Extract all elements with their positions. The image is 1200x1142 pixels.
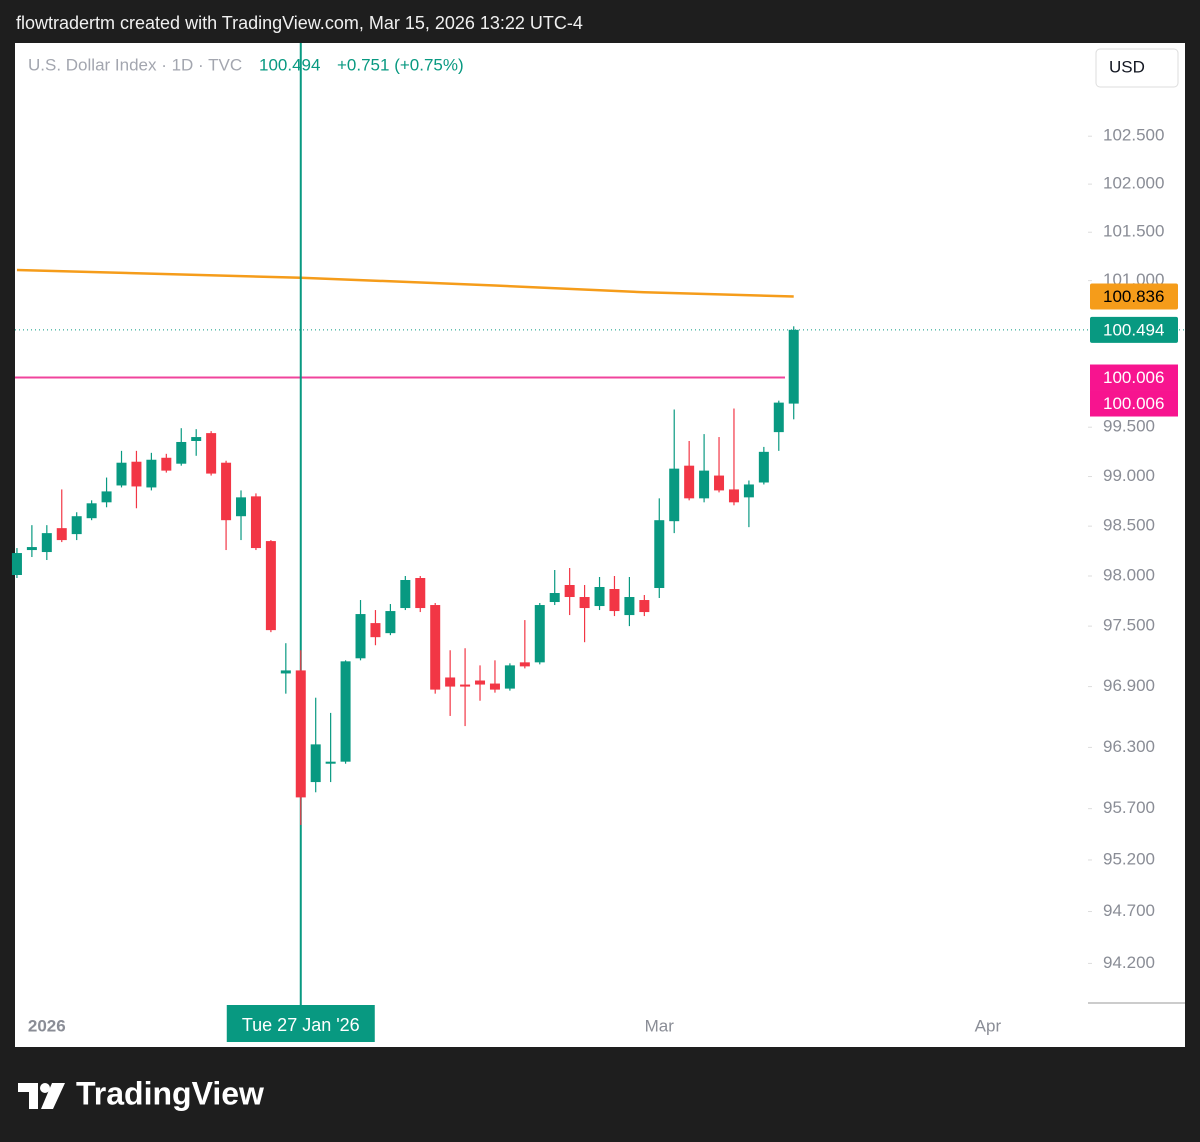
candle-body [460,684,471,687]
currency-button[interactable] [1095,48,1179,88]
candle-body [639,600,650,613]
ma-price-tag-bg [1090,283,1178,310]
candle-body [669,468,680,522]
y-tick-label: 101.500 [1103,222,1164,241]
attribution: flowtradertm created with TradingView.co… [16,13,583,33]
y-tick-label: 96.300 [1103,737,1155,756]
candle-body [41,533,52,553]
brand: TradingView [76,1075,264,1111]
candle-body [280,670,291,674]
last-price-tag: 100.494 [1103,320,1164,339]
level-tag-bg [1090,390,1178,417]
candle-body [206,433,217,474]
y-tick-label: 94.200 [1103,953,1155,972]
candle-body [191,437,202,441]
logo-dot [40,1083,50,1093]
candle-body [594,587,605,607]
x-tick-label: Mar [645,1016,675,1035]
candle-body [654,520,665,589]
candle-body [489,683,500,690]
y-tick-label: 102.000 [1103,174,1164,193]
candle-body [265,541,276,631]
candle-body [519,662,530,667]
last-price: 100.494 [259,55,320,74]
change: +0.751 (+0.75%) [337,55,464,74]
logo-mark [18,1083,38,1109]
logo-mark [41,1083,65,1109]
candle-body [728,489,739,503]
last-price-tag-bg [1090,316,1178,343]
level-tag: 100.006 [1103,394,1164,413]
candle-body [714,475,725,491]
candle-body [385,611,396,634]
y-tick-label: 95.700 [1103,798,1155,817]
candle-body [788,329,799,404]
candle-body [236,497,247,517]
currency-label: USD [1109,57,1145,76]
candle-body [26,547,37,551]
crosshair-label-bg [226,1005,375,1042]
y-tick-label: 99.000 [1103,466,1155,485]
y-tick-label: 98.000 [1103,565,1155,584]
candle-body [609,589,620,612]
candle-body [624,597,635,616]
y-tick-label: 96.900 [1103,676,1155,695]
crosshair-label: Tue 27 Jan '26 [242,1015,360,1035]
candle-body [56,528,67,541]
y-tick-label: 94.700 [1103,901,1155,920]
x-tick-label: 2026 [28,1016,66,1035]
candle-body [325,761,336,764]
candle-body [221,462,232,521]
candle-body [445,677,456,687]
candle-body [71,516,82,535]
chart-panel [15,43,1185,1047]
candle-body [758,451,769,483]
candle-body [295,670,306,798]
candle-body [11,553,22,576]
moving-average [16,268,794,298]
candle-body [504,665,515,689]
candle-body [684,465,695,499]
y-tick-label: 98.500 [1103,516,1155,535]
candle-body [86,503,97,519]
y-tick-label: 102.500 [1103,126,1164,145]
x-tick-label: Apr [975,1016,1002,1035]
candle-body [699,470,710,499]
level-tag-bg [1090,364,1178,391]
symbol: U.S. Dollar Index · 1D · TVC [28,55,242,74]
level-tag: 100.006 [1103,368,1164,387]
candle-body [370,623,381,638]
candle-body [116,462,127,486]
candle-body [564,585,575,598]
candle-body [101,491,112,503]
candle-body [549,593,560,603]
candle-body [355,614,366,659]
candle-body [400,580,411,609]
candle-body [250,496,261,549]
y-tick-label: 99.500 [1103,417,1155,436]
candle-body [773,402,784,433]
candle-body [743,484,754,498]
candle-body [340,661,351,762]
y-tick-label: 95.200 [1103,849,1155,868]
candle-body [131,461,142,487]
y-tick-label: 97.500 [1103,616,1155,635]
candle-body [534,605,545,663]
ma-price-tag: 100.836 [1103,287,1164,306]
candle-body [176,441,187,464]
tradingview-logo: TradingView [18,1075,264,1111]
candle-body [475,680,486,685]
candle-body [579,597,590,609]
candle-body [415,578,426,609]
candle-body [146,459,157,488]
candle-body [430,605,441,690]
candle-body [310,744,321,783]
candle-body [161,457,172,471]
